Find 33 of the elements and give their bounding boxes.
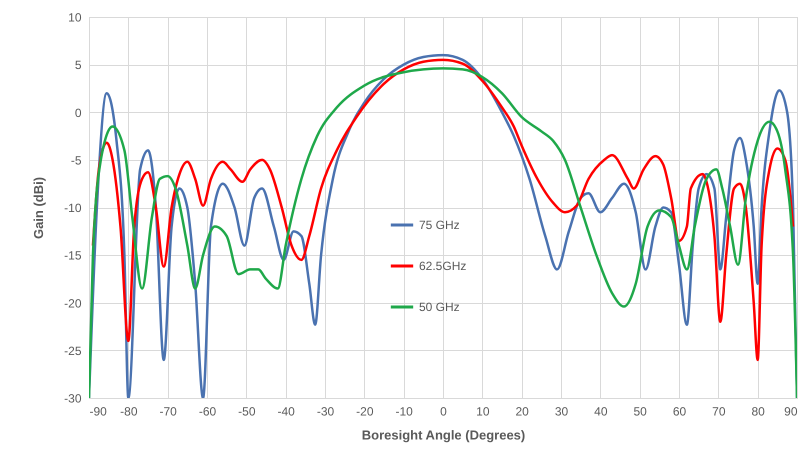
x-tick-label: -50 <box>238 404 256 418</box>
x-tick-label: -60 <box>198 404 216 418</box>
x-tick-label: -40 <box>277 404 296 418</box>
x-tick-label: -90 <box>90 404 108 418</box>
y-axis-title: Gain (dBi) <box>31 176 46 240</box>
x-tick-label: -30 <box>316 404 334 418</box>
y-tick-label: 5 <box>74 58 82 72</box>
x-axis-title: Boresight Angle (Degrees) <box>362 428 526 442</box>
x-tick-label: 90 <box>784 404 798 418</box>
y-tick-label: -25 <box>64 344 82 358</box>
x-tick-label: 40 <box>594 404 608 418</box>
y-tick-label: 0 <box>74 106 82 120</box>
x-tick-label: 0 <box>440 404 448 418</box>
x-tick-label: 50 <box>633 404 648 418</box>
y-tick-label: -10 <box>64 201 82 215</box>
y-tick-label: 10 <box>68 10 82 24</box>
y-tick-label: -20 <box>64 296 82 310</box>
y-tick-label: -30 <box>64 392 82 406</box>
y-tick-label: -5 <box>70 153 82 168</box>
x-tick-label: 80 <box>751 404 766 418</box>
x-tick-label: -20 <box>356 404 374 418</box>
legend-label: 62.5GHz <box>419 259 466 273</box>
x-tick-label: 70 <box>712 404 726 418</box>
y-tick-label: -15 <box>64 248 82 263</box>
x-tick-label: 30 <box>554 404 568 418</box>
x-tick-label: -80 <box>120 404 138 418</box>
x-tick-label: -70 <box>159 404 178 418</box>
x-tick-label: 60 <box>672 404 686 418</box>
x-tick-label: -10 <box>395 404 414 418</box>
legend-label: 50 GHz <box>419 300 460 314</box>
x-tick-label: 10 <box>476 404 490 418</box>
legend-label: 75 GHz <box>419 218 460 232</box>
x-tick-label: 20 <box>515 404 530 418</box>
